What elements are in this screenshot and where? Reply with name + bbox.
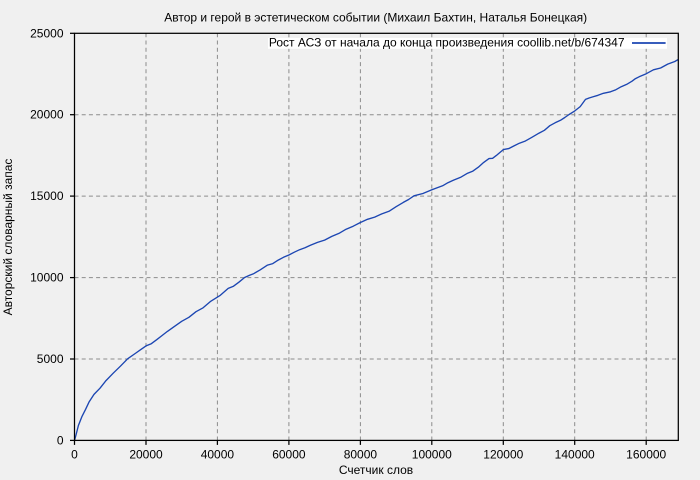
svg-text:160000: 160000 [626, 448, 666, 462]
svg-text:15000: 15000 [30, 189, 64, 203]
svg-text:Счетчик слов: Счетчик слов [339, 463, 413, 477]
svg-text:5000: 5000 [37, 352, 64, 366]
svg-text:25000: 25000 [30, 26, 64, 40]
svg-text:100000: 100000 [412, 448, 452, 462]
svg-text:120000: 120000 [483, 448, 523, 462]
svg-text:Автор и герой в эстетическом с: Автор и герой в эстетическом событии (Ми… [164, 10, 587, 24]
svg-text:20000: 20000 [129, 448, 163, 462]
svg-text:10000: 10000 [30, 271, 64, 285]
svg-text:140000: 140000 [555, 448, 595, 462]
svg-text:Авторский словарный запас: Авторский словарный запас [1, 159, 15, 316]
svg-text:40000: 40000 [201, 448, 235, 462]
svg-text:80000: 80000 [344, 448, 378, 462]
svg-text:20000: 20000 [30, 108, 64, 122]
svg-text:0: 0 [57, 433, 64, 447]
svg-text:0: 0 [71, 448, 78, 462]
svg-text:Рост АСЗ от начала до конца пр: Рост АСЗ от начала до конца произведения… [269, 36, 625, 50]
svg-text:60000: 60000 [272, 448, 306, 462]
